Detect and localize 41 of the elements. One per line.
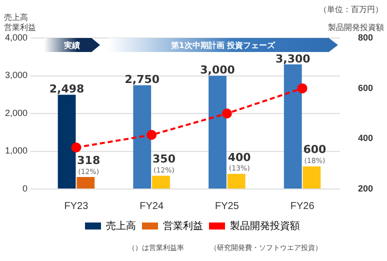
point: [146, 130, 157, 140]
legend-label: 営業利益: [163, 220, 203, 232]
y-tick-label: 3,000: [4, 70, 28, 80]
y2-tick-label: 200: [358, 183, 374, 194]
point: [71, 142, 82, 152]
data-label: 2,498: [49, 82, 84, 96]
y-tick-label: 4,000: [4, 32, 28, 42]
text: （単位：百万円）: [319, 4, 383, 15]
y-tick-label: 0: [22, 183, 28, 194]
legend-label: 製品開発投資額: [230, 220, 300, 232]
data-label: 2,750: [124, 73, 160, 86]
y2-axis-title: 製品開発投資額: [328, 23, 384, 32]
x-tick-label: FY26: [290, 200, 315, 212]
point: [297, 83, 308, 94]
y-tick-label: 1,000: [4, 146, 28, 156]
data-label: 3,300: [275, 52, 311, 66]
data-label: 3,000: [200, 64, 236, 77]
data-label: 400: [228, 150, 252, 164]
y2-tick-label: 400: [358, 133, 374, 144]
bar: [302, 166, 321, 188]
bar: [152, 176, 170, 188]
bar: [58, 94, 76, 188]
point: [222, 108, 232, 118]
legend-label: 売上高: [106, 220, 136, 232]
bar: [76, 176, 95, 188]
arrow-banner: 実績: [44, 38, 100, 52]
data-label: 600: [303, 143, 327, 156]
data-label: 318: [77, 154, 100, 167]
y2-tick-label: 600: [358, 82, 374, 93]
y-axis-title: 売上高 営業利益: [4, 13, 36, 32]
bar: [133, 85, 152, 188]
arrow-banner: 第1次中期計画 投資フェーズ: [108, 38, 338, 52]
bar: [227, 174, 246, 188]
y2-tick-label: 800: [358, 32, 374, 42]
x-tick-label: FY25: [214, 200, 240, 212]
bar: [284, 64, 302, 188]
y-tick-label: 2,000: [4, 108, 28, 118]
x-tick-label: FY23: [64, 200, 89, 212]
data-label: 350: [152, 152, 176, 166]
x-tick-label: FY24: [140, 200, 164, 212]
bar: [208, 76, 226, 188]
